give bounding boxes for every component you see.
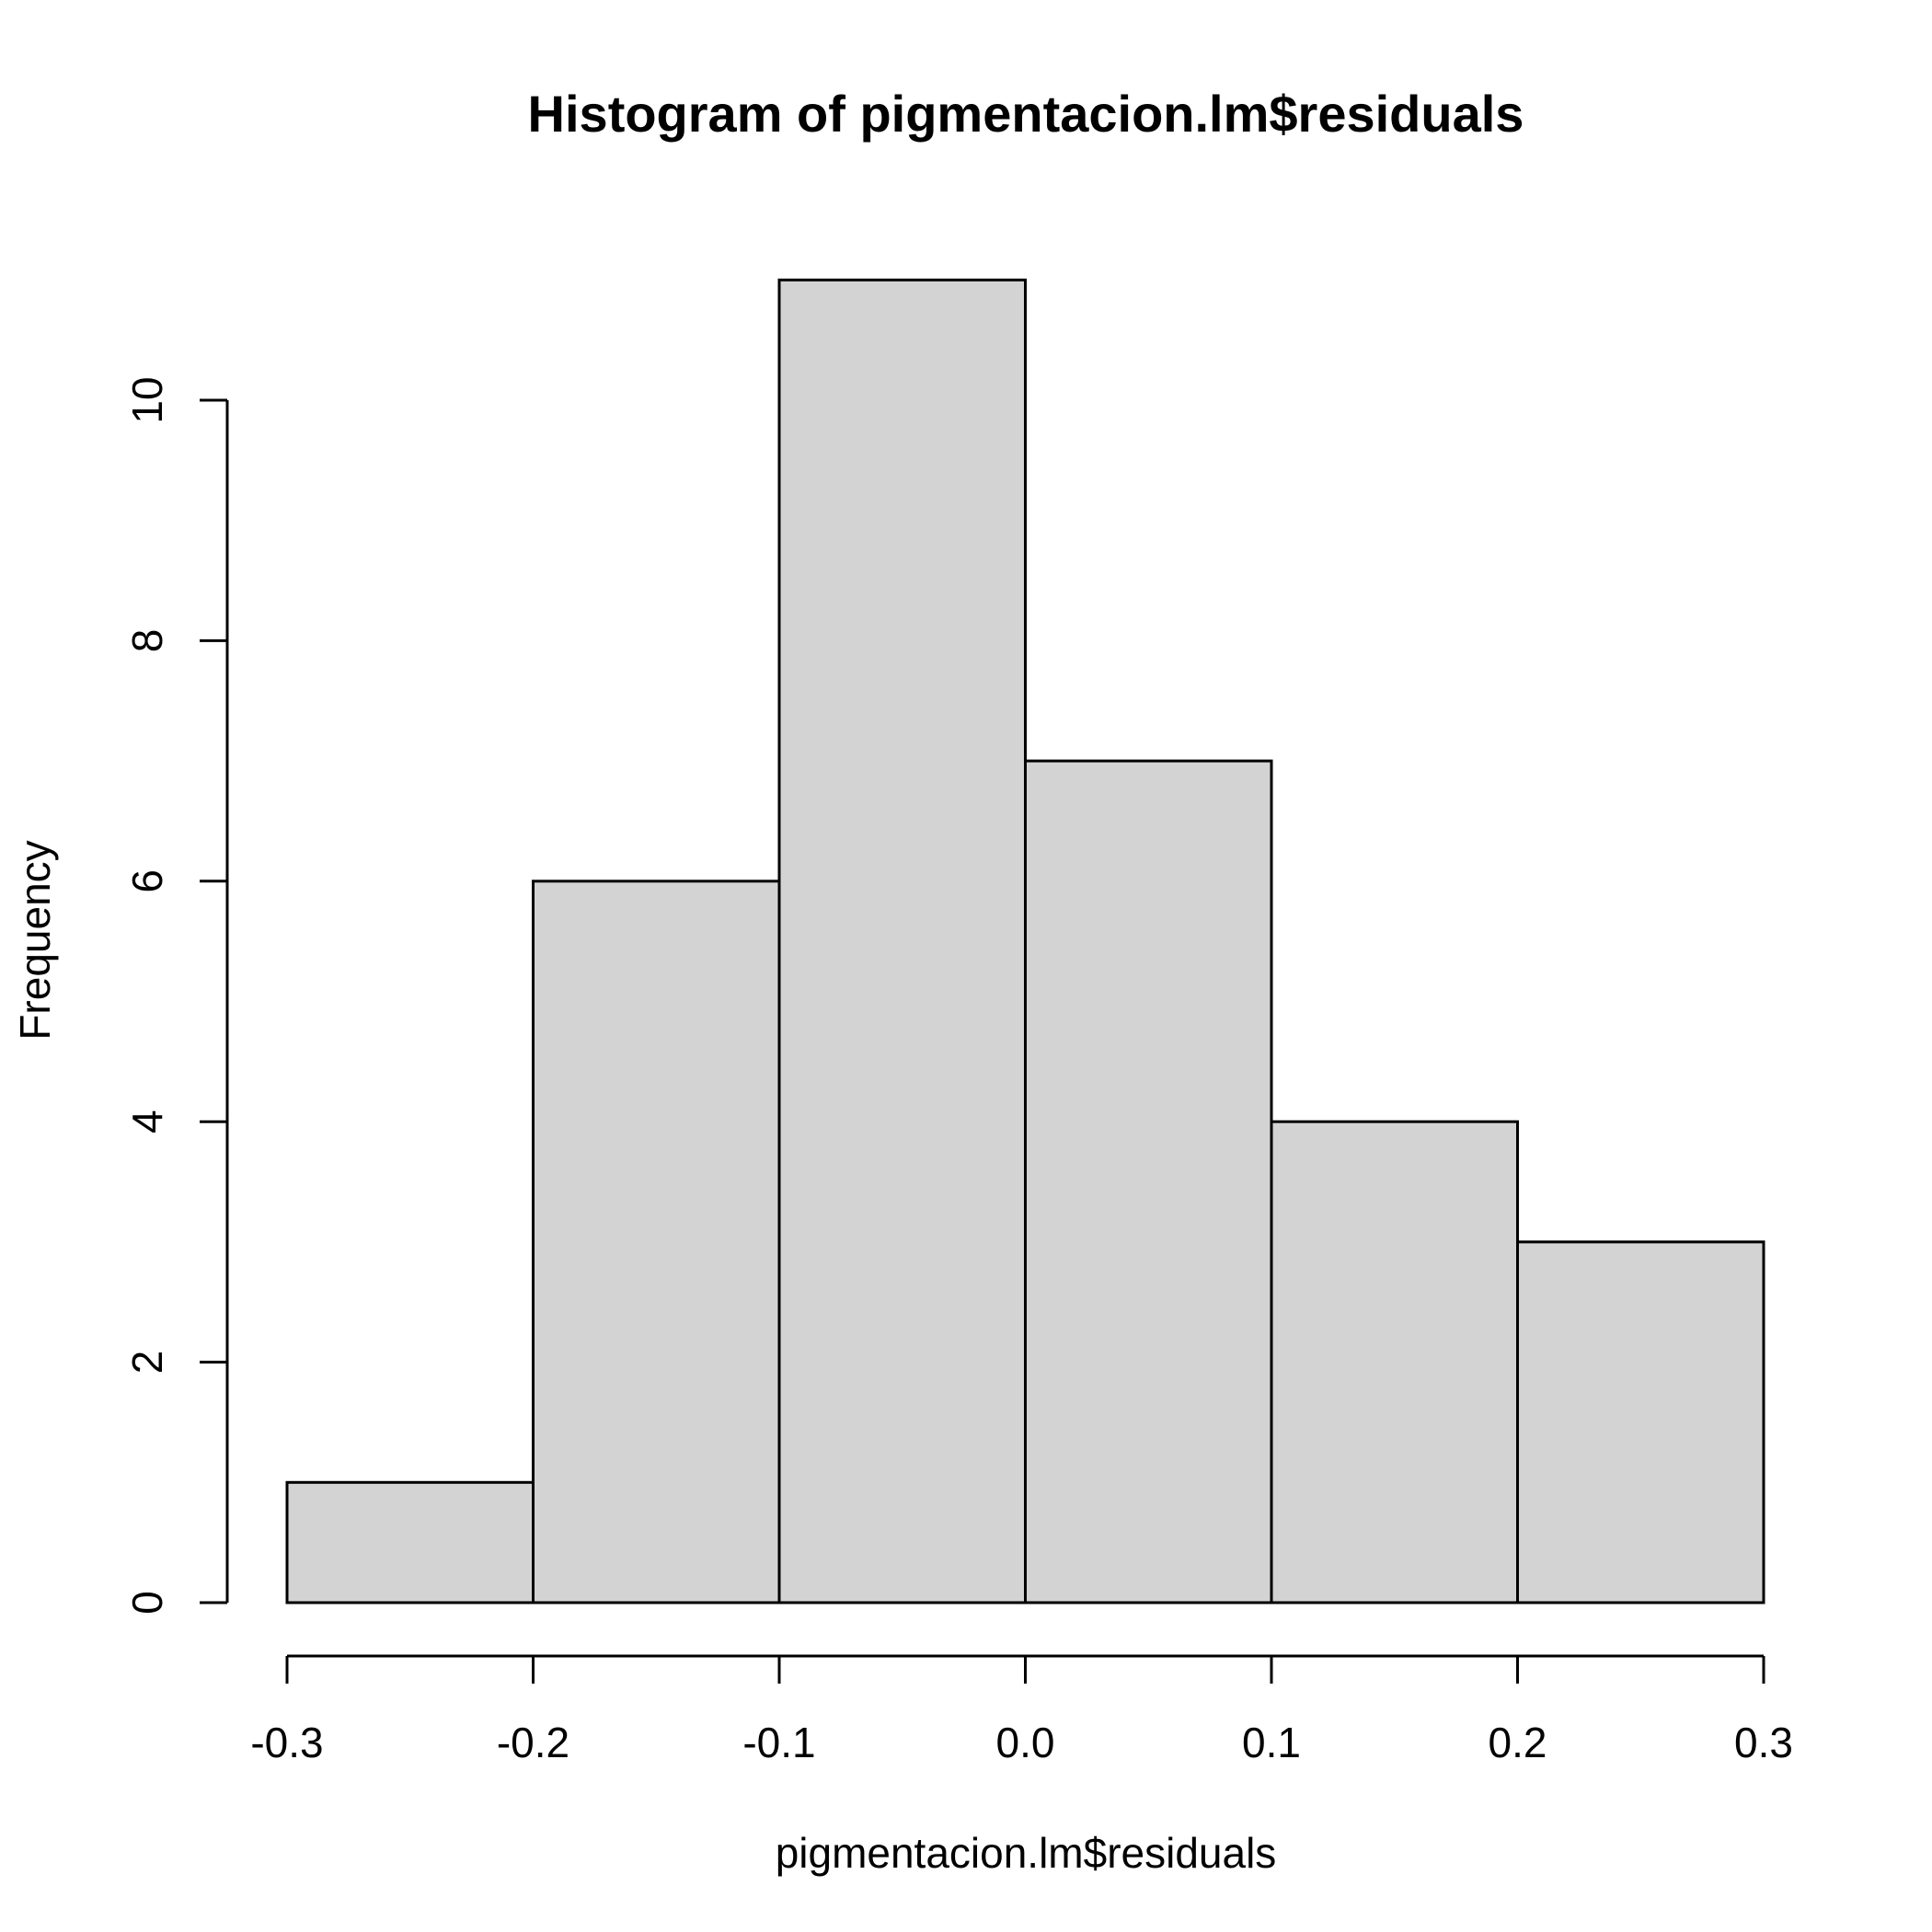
histogram-bar-4 [1024,759,1273,1604]
x-tick-label-6: 0.2 [1489,1719,1547,1766]
chart-title: Histogram of pigmentacion.lm$residuals [528,85,1524,143]
y-tick-label-2: 2 [123,1351,171,1374]
x-tick-label-3: -0.1 [742,1719,815,1766]
histogram-bar-6 [1516,1240,1765,1604]
y-tick-label-1: 0 [123,1591,171,1615]
y-tick-label-3: 4 [123,1110,171,1133]
histogram-bar-2 [532,880,781,1604]
x-tick-label-5: 0.1 [1242,1719,1301,1766]
y-tick-label-4: 6 [123,869,171,893]
bars-group [285,278,1765,1604]
histogram-bar-3 [777,278,1027,1604]
histogram-bar-5 [1270,1120,1519,1604]
x-axis-label: pigmentacion.lm$residuals [776,1829,1277,1877]
histogram-bar-1 [285,1480,535,1604]
x-axis: -0.3 -0.2 -0.1 0.0 0.1 0.2 0.3 [250,1654,1793,1766]
y-axis-label: Frequency [11,840,59,1040]
y-axis: 0 2 4 6 8 10 [123,376,229,1615]
y-tick-label-5: 8 [123,629,171,653]
x-tick-label-4: 0.0 [996,1719,1055,1766]
y-tick-label-6: 10 [123,376,171,423]
x-tick-label-1: -0.3 [250,1719,323,1766]
x-tick-label-7: 0.3 [1734,1719,1793,1766]
x-tick-label-2: -0.2 [497,1719,569,1766]
